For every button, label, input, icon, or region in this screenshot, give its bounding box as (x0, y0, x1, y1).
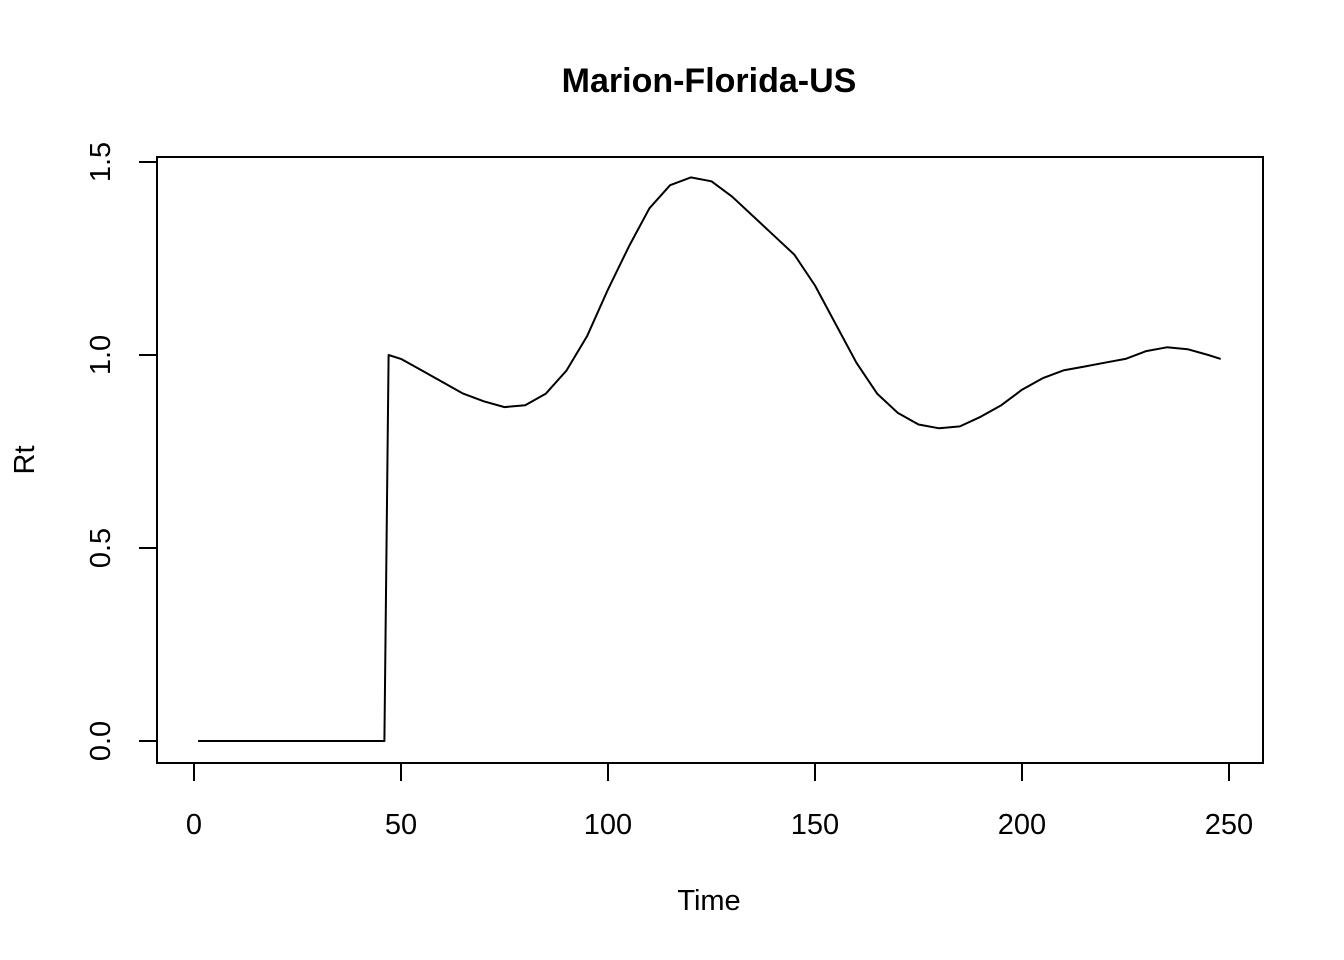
series-layer (198, 176, 1221, 742)
x-tick-label: 250 (1205, 809, 1253, 841)
x-axis-title: Time (677, 885, 740, 917)
y-tick-label: 1.0 (85, 335, 117, 375)
y-axis: 0.0 0.5 1.0 1.5 (85, 142, 158, 761)
x-tick-label: 100 (584, 809, 632, 841)
chart-title: Marion-Florida-US (562, 62, 857, 100)
x-tick-label: 50 (385, 809, 417, 841)
x-tick-label: 200 (998, 809, 1046, 841)
x-tick-label: 150 (791, 809, 839, 841)
series-line (198, 176, 1221, 742)
y-axis-title: Rt (9, 446, 41, 475)
x-axis: 0 50 100 150 200 250 (186, 762, 1253, 841)
y-tick-label: 0.0 (85, 721, 117, 761)
plot-frame (156, 156, 1264, 764)
x-tick-label: 0 (186, 809, 202, 841)
y-tick-label: 1.5 (85, 142, 117, 182)
y-tick-label: 0.5 (85, 528, 117, 568)
